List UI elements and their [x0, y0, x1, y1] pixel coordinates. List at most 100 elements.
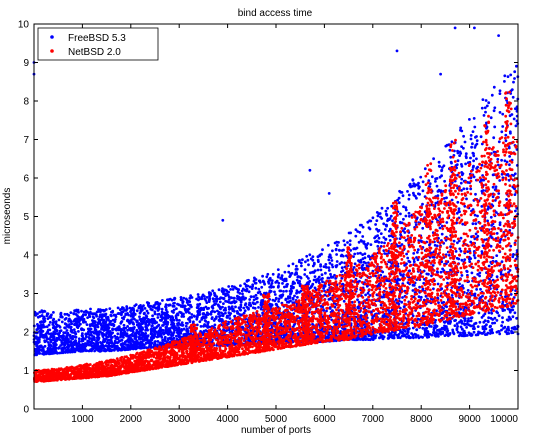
freebsd-point: [374, 223, 377, 226]
freebsd-point: [257, 287, 261, 291]
freebsd-point: [411, 289, 415, 292]
freebsd-point: [116, 337, 120, 341]
freebsd-point: [484, 99, 488, 102]
freebsd-point: [132, 309, 136, 312]
freebsd-point: [88, 337, 91, 340]
freebsd-point: [493, 316, 497, 320]
freebsd-point: [43, 344, 47, 348]
freebsd-point: [404, 214, 408, 218]
freebsd-point: [89, 307, 92, 311]
freebsd-point: [348, 239, 352, 243]
freebsd-point: [277, 300, 280, 303]
freebsd-point: [108, 320, 112, 324]
freebsd-point: [224, 299, 228, 303]
freebsd-point: [397, 201, 401, 205]
freebsd-point: [406, 256, 410, 260]
freebsd-point: [487, 264, 491, 268]
freebsd-point: [121, 347, 125, 351]
freebsd-point: [211, 289, 215, 293]
freebsd-point: [457, 207, 461, 211]
freebsd-point: [510, 326, 514, 330]
freebsd-point: [460, 258, 464, 262]
freebsd-point: [245, 279, 249, 283]
freebsd-point: [287, 270, 291, 274]
freebsd-point: [164, 303, 168, 306]
freebsd-point: [462, 187, 466, 191]
freebsd-point: [112, 313, 116, 317]
freebsd-point: [445, 196, 448, 200]
freebsd-point: [508, 309, 512, 312]
freebsd-point: [71, 337, 75, 341]
freebsd-point: [57, 324, 61, 328]
freebsd-point: [36, 327, 40, 330]
freebsd-point: [430, 333, 434, 337]
freebsd-point: [415, 328, 419, 332]
freebsd-point: [487, 316, 490, 320]
freebsd-point: [126, 347, 130, 351]
freebsd-point: [433, 333, 437, 337]
freebsd-point: [467, 331, 471, 335]
freebsd-point: [414, 335, 418, 339]
freebsd-point: [183, 307, 187, 311]
freebsd-point: [343, 243, 347, 247]
freebsd-point: [184, 297, 188, 301]
freebsd-point: [493, 106, 497, 110]
freebsd-point: [353, 262, 357, 266]
freebsd-point: [487, 101, 491, 105]
freebsd-point: [102, 309, 106, 313]
freebsd-point: [304, 260, 307, 264]
freebsd-point: [69, 329, 73, 332]
freebsd-point: [449, 245, 452, 249]
freebsd-point: [154, 306, 158, 310]
freebsd-point: [441, 311, 445, 315]
freebsd-point: [102, 313, 106, 317]
freebsd-point: [74, 347, 77, 351]
freebsd-point: [103, 349, 107, 352]
freebsd-point: [66, 338, 69, 341]
freebsd-point: [490, 93, 494, 97]
freebsd-point: [76, 326, 80, 329]
freebsd-point: [213, 291, 216, 295]
freebsd-point: [363, 243, 367, 246]
freebsd-point: [412, 252, 416, 255]
freebsd-point: [46, 317, 50, 320]
freebsd-point: [473, 256, 477, 260]
freebsd-point: [188, 300, 192, 304]
freebsd-point: [362, 337, 366, 340]
freebsd-point: [428, 243, 431, 247]
freebsd-point: [168, 327, 171, 331]
freebsd-point: [501, 125, 505, 128]
freebsd-point: [257, 306, 260, 309]
freebsd-point: [313, 269, 317, 273]
freebsd-point: [441, 267, 444, 271]
freebsd-point: [463, 317, 467, 321]
freebsd-point: [151, 305, 155, 309]
freebsd-point: [289, 287, 293, 291]
freebsd-point: [362, 260, 366, 264]
freebsd-point: [136, 319, 139, 323]
freebsd-point: [498, 332, 502, 336]
freebsd-point: [435, 184, 439, 188]
freebsd-point: [88, 333, 91, 337]
freebsd-point: [219, 296, 223, 299]
freebsd-point: [87, 313, 91, 317]
freebsd-point: [282, 279, 286, 283]
freebsd-point: [77, 315, 81, 319]
freebsd-point: [126, 325, 129, 328]
freebsd-point: [319, 278, 323, 281]
freebsd-point: [312, 262, 316, 266]
freebsd-point: [111, 327, 114, 331]
freebsd-point: [103, 333, 107, 336]
freebsd-point: [303, 273, 307, 276]
freebsd-point: [501, 112, 505, 116]
freebsd-point: [397, 333, 401, 336]
freebsd-point: [476, 273, 480, 276]
freebsd-point: [498, 221, 502, 225]
freebsd-point: [34, 348, 38, 352]
freebsd-point: [329, 272, 332, 276]
freebsd-point: [291, 262, 295, 266]
freebsd-point: [143, 307, 147, 310]
freebsd-point: [500, 130, 504, 134]
freebsd-point: [383, 241, 386, 245]
freebsd-point: [400, 334, 404, 338]
